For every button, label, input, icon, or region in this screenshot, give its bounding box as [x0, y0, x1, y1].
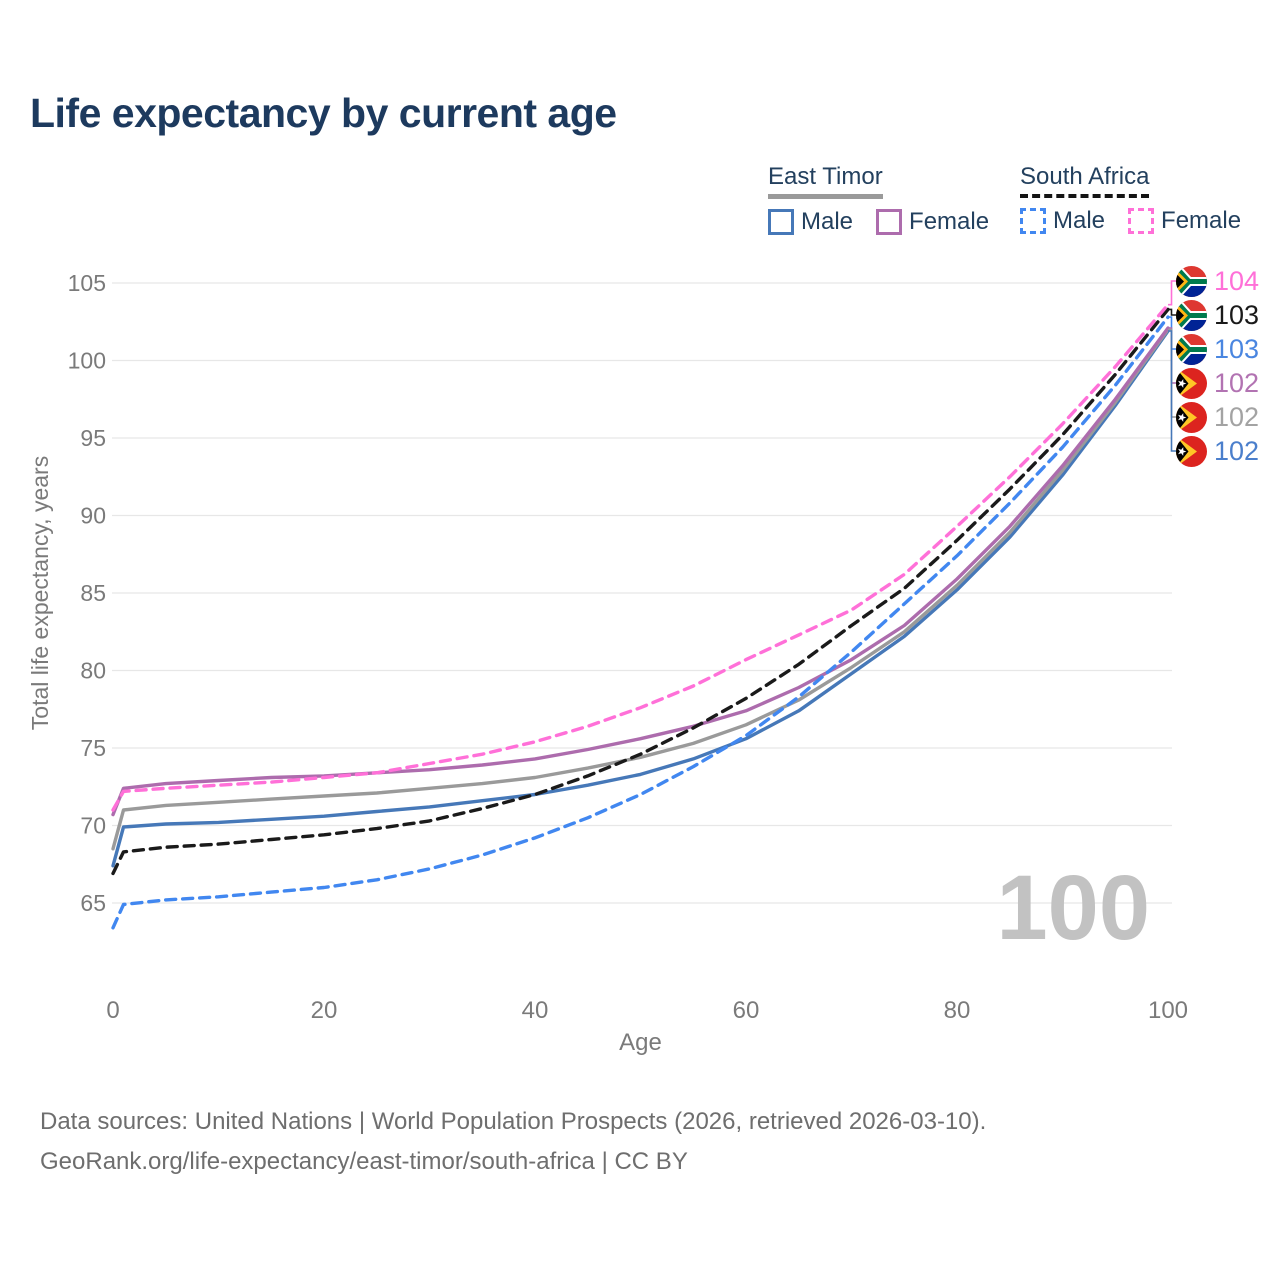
- legend-group-south-africa: South Africa Male Female: [1020, 163, 1241, 235]
- series-end-label: 104: [1176, 265, 1259, 297]
- legend-item-south-africa-male[interactable]: Male: [1020, 207, 1105, 235]
- east-timor-flag-icon: [1176, 367, 1207, 399]
- svg-text:20: 20: [311, 997, 338, 1024]
- series-end-label: 102: [1176, 367, 1259, 399]
- svg-text:70: 70: [80, 813, 106, 839]
- east-timor-flag-icon: [1176, 435, 1207, 467]
- svg-text:95: 95: [80, 425, 106, 451]
- east-timor-female-swatch: [876, 209, 903, 235]
- legend-group-east-timor: East Timor Male Female: [768, 163, 989, 236]
- age-watermark: 100: [996, 857, 1151, 959]
- svg-text:Age: Age: [619, 1029, 662, 1056]
- legend-item-label: Male: [801, 208, 854, 235]
- legend-item-east-timor-male[interactable]: Male: [768, 208, 853, 236]
- svg-text:Total life expectancy, years: Total life expectancy, years: [27, 456, 53, 730]
- series-end-label: 102: [1176, 401, 1259, 433]
- east-timor-male-swatch: [768, 209, 794, 235]
- svg-text:85: 85: [80, 580, 106, 606]
- attribution-link: GeoRank.org/life-expectancy/east-timor/s…: [40, 1148, 688, 1175]
- end-value: 103: [1214, 299, 1260, 330]
- east-timor-flag-icon: [1176, 401, 1207, 433]
- series-end-label: 102: [1176, 435, 1259, 467]
- south-africa-flag-icon: [1176, 265, 1207, 297]
- svg-text:65: 65: [80, 890, 106, 916]
- svg-text:90: 90: [80, 503, 106, 529]
- end-value: 104: [1214, 265, 1260, 296]
- legend-country-east-timor[interactable]: East Timor: [768, 163, 883, 199]
- svg-text:100: 100: [1148, 997, 1188, 1024]
- svg-text:60: 60: [733, 997, 760, 1024]
- data-sources-note: Data sources: United Nations | World Pop…: [40, 1108, 987, 1135]
- svg-text:100: 100: [68, 348, 106, 374]
- series-end-label: 103: [1176, 333, 1259, 365]
- legend-item-east-timor-female[interactable]: Female: [876, 208, 989, 236]
- page-title: Life expectancy by current age: [30, 90, 617, 136]
- legend-item-south-africa-female[interactable]: Female: [1128, 207, 1241, 235]
- series-end-label: 103: [1176, 299, 1259, 331]
- south-africa-male-swatch: [1020, 208, 1046, 234]
- legend-country-south-africa[interactable]: South Africa: [1020, 163, 1150, 198]
- end-value: 103: [1214, 333, 1260, 364]
- svg-text:105: 105: [68, 270, 106, 296]
- svg-text:80: 80: [944, 997, 971, 1024]
- svg-text:40: 40: [522, 997, 549, 1024]
- legend-item-label: Female: [1161, 207, 1242, 234]
- south-africa-female-swatch: [1128, 208, 1155, 234]
- svg-text:75: 75: [80, 735, 106, 761]
- svg-text:0: 0: [106, 997, 119, 1024]
- end-value: 102: [1214, 367, 1260, 398]
- south-africa-flag-icon: [1176, 333, 1207, 365]
- legend-item-label: Female: [909, 208, 990, 235]
- end-value: 102: [1214, 401, 1260, 432]
- svg-text:80: 80: [80, 658, 106, 684]
- legend-item-label: Male: [1053, 207, 1106, 234]
- end-value: 102: [1214, 435, 1260, 466]
- south-africa-flag-icon: [1176, 299, 1207, 331]
